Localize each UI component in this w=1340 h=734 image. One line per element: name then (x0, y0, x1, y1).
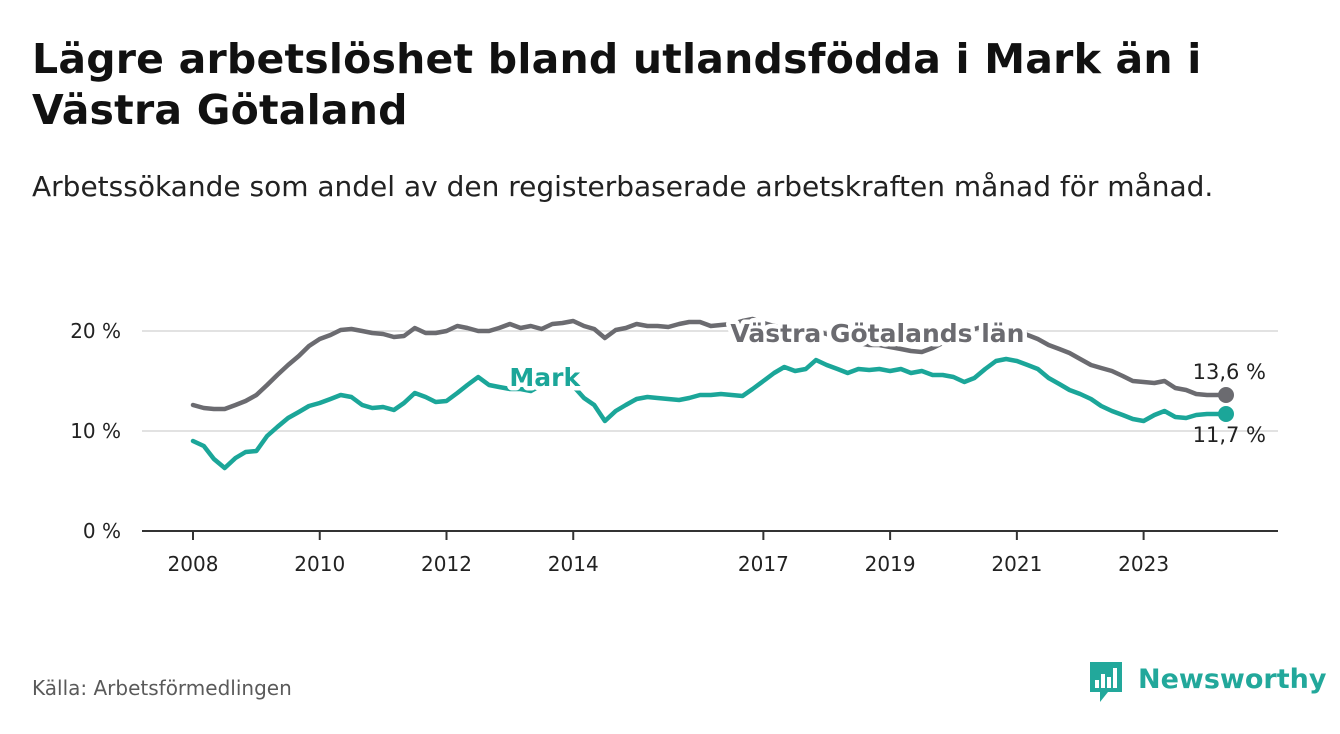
x-tick-label: 2017 (738, 552, 789, 576)
series-end-point (1218, 406, 1234, 422)
series-line (190, 316, 1229, 412)
brand-name: Newsworthy (1138, 664, 1327, 695)
x-tick-label: 2019 (865, 552, 916, 576)
x-tick-label: 2014 (548, 552, 599, 576)
series-lines (190, 316, 1234, 471)
chart-subtitle: Arbetssökande som andel av den registerb… (32, 170, 1214, 203)
series-annotation: Västra Götalands län (730, 319, 1024, 348)
chart-title: Lägre arbetslöshet bland utlandsfödda i … (32, 35, 1202, 134)
x-tick-label: 2008 (168, 552, 219, 576)
series-annotation: Mark (509, 363, 581, 392)
end-value-label: 13,6 % (1193, 360, 1266, 384)
y-tick-label: 0 % (83, 519, 121, 543)
series-labels: Västra Götalands län Mark 13,6 % 11,7 % (505, 315, 1266, 448)
axes: 0 % 10 % 20 % 2008 2010 2012 2014 2017 2019 2021 2… (70, 319, 1278, 576)
y-tick-label: 10 % (70, 419, 121, 443)
x-tick-label: 2021 (991, 552, 1042, 576)
bar-chart-icon (1090, 662, 1122, 702)
end-value-label: 11,7 % (1193, 423, 1266, 447)
gridlines (142, 330, 1278, 432)
series-line (190, 356, 1229, 471)
y-tick-label: 20 % (70, 319, 121, 343)
x-tick-label: 2012 (421, 552, 472, 576)
series-end-point (1218, 387, 1234, 403)
x-tick-label: 2023 (1118, 552, 1169, 576)
source-note: Källa: Arbetsförmedlingen (32, 676, 292, 700)
x-tick-label: 2010 (294, 552, 345, 576)
